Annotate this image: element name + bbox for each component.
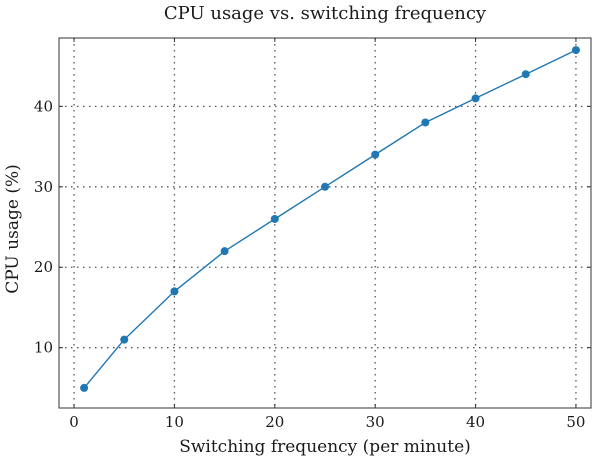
x-tick-label: 40 xyxy=(466,413,485,431)
x-tick-label: 0 xyxy=(69,413,79,431)
grid xyxy=(59,38,591,408)
data-point xyxy=(371,150,380,159)
y-tick-label: 10 xyxy=(34,339,53,357)
data-point xyxy=(471,94,480,103)
data-point xyxy=(571,46,580,55)
axis-ticks: 0 10 20 30 40 50 10 20 30 40 xyxy=(34,38,591,431)
data-point xyxy=(170,287,179,296)
y-tick-label: 20 xyxy=(34,258,53,276)
series-line xyxy=(83,49,577,389)
x-tick-label: 30 xyxy=(366,413,385,431)
x-axis-title: Switching frequency (per minute) xyxy=(179,437,471,457)
data-point xyxy=(220,247,229,256)
x-tick-label: 20 xyxy=(265,413,284,431)
x-tick-label: 10 xyxy=(165,413,184,431)
x-tick-label: 50 xyxy=(566,413,585,431)
chart-title: CPU usage vs. switching frequency xyxy=(164,3,487,24)
data-point xyxy=(120,335,129,344)
y-tick-label: 30 xyxy=(34,178,53,196)
series-layer xyxy=(80,46,580,392)
data-point xyxy=(80,383,89,392)
data-point xyxy=(270,214,279,223)
y-axis-title: CPU usage (%) xyxy=(3,164,23,293)
data-point xyxy=(521,70,530,79)
plot-frame xyxy=(58,37,592,409)
data-point xyxy=(321,182,329,191)
y-tick-label: 40 xyxy=(34,97,53,115)
data-point xyxy=(421,118,430,127)
